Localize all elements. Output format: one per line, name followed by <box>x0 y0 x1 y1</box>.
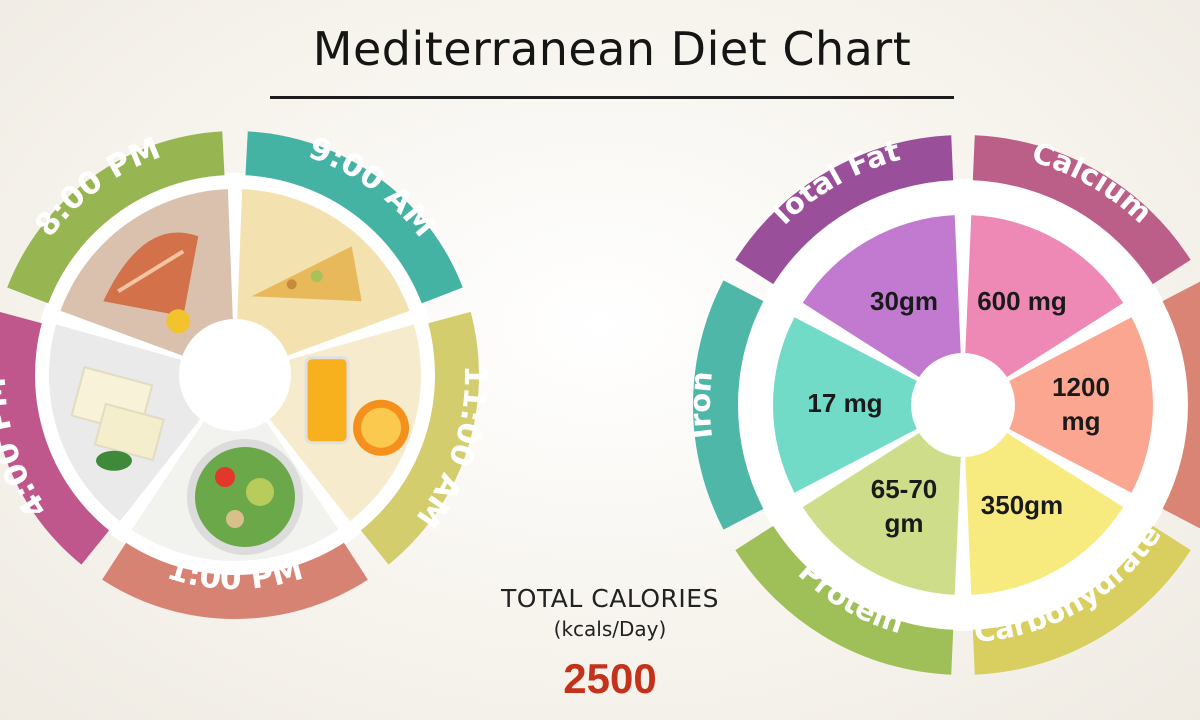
nutrient-value-carbohydrate: 350gm <box>981 490 1063 520</box>
nutrient-wheel-hub <box>911 353 1015 457</box>
nutrient-wedge-carbohydrate <box>965 430 1124 595</box>
nutrient-wedge-iron <box>773 317 921 493</box>
page-title: Mediterranean Diet Chart <box>312 22 912 76</box>
meal-time-band-9-00-am <box>245 131 463 304</box>
nutrient-value-iron: 17 mg <box>807 388 882 418</box>
nutrient-band-protein <box>735 525 954 675</box>
total-calories-label: TOTAL CALORIES <box>501 584 719 613</box>
nutrient-value-nutrient-3: 1200 mg <box>1052 372 1110 436</box>
nutrient-value-total-fat: 30gm <box>870 286 938 316</box>
title-underline <box>270 96 954 99</box>
meal-time-band-4-00-pm <box>0 312 110 565</box>
total-calories-panel: TOTAL CALORIES (kcals/Day) 2500 <box>470 584 750 703</box>
nutrient-band-calcium <box>972 135 1191 285</box>
meal-time-band-8-00-pm <box>7 131 225 304</box>
nutrient-wedge-total-fat <box>802 215 961 380</box>
nutrient-band-carbohydrate <box>972 525 1191 675</box>
meal-time-band-11-00-am <box>360 311 479 565</box>
nutrient-value-protein: 65-70 gm <box>871 474 938 538</box>
nutrient-band-iron <box>693 280 764 530</box>
nutrient-band-nutrient-3 <box>1162 281 1200 529</box>
nutrient-name-iron: Iron <box>683 370 719 441</box>
total-calories-value: 2500 <box>563 655 657 702</box>
nutrient-wedge-protein <box>802 430 961 595</box>
orange-juice-icon <box>304 356 410 456</box>
frittata-slice-icon <box>251 246 362 302</box>
nutrient-wedge-calcium <box>965 215 1124 380</box>
feta-cheese-icon <box>70 366 165 471</box>
nutrient-band-total-fat <box>735 135 954 285</box>
nutrient-wedge-nutrient-3 <box>1005 317 1154 493</box>
calories-unit: (kcals/Day) <box>553 617 667 641</box>
vegetable-salad-bowl-icon <box>187 439 303 555</box>
grilled-salmon-icon <box>103 232 199 334</box>
meal-wheel-hub <box>179 319 291 431</box>
meal-time-band-1-00-pm <box>102 542 368 619</box>
nutrient-value-calcium: 600 mg <box>977 286 1067 316</box>
